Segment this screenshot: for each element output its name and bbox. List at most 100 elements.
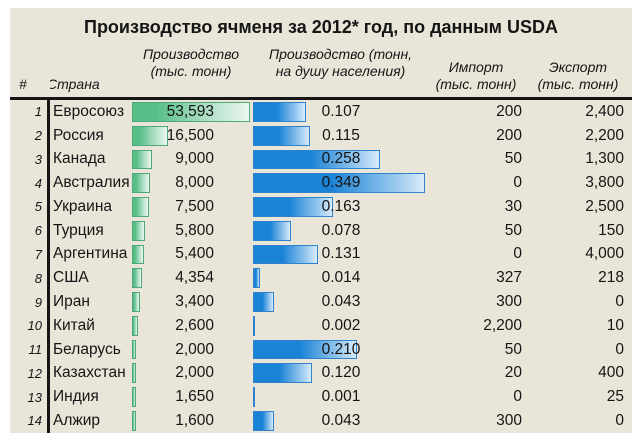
rank-cell: 3 (34, 151, 42, 167)
production-cell: 5,800 (132, 219, 250, 243)
export-cell: 4,000 (585, 245, 624, 263)
production-value: 4,354 (175, 269, 214, 287)
per-capita-cell: 0.131 (253, 243, 428, 267)
rank-cell: 10 (27, 318, 42, 334)
header-import-line2: (тыс. тонн) (435, 75, 517, 92)
per-capita-value: 0.043 (321, 293, 361, 310)
import-cell: 50 (504, 150, 522, 168)
country-cell: Иран (53, 293, 90, 310)
rank-cell: 7 (34, 246, 42, 262)
per-capita-cell: 0.258 (253, 148, 428, 172)
per-capita-value: 0.115 (322, 126, 360, 144)
table-row: 3 Канада 9,000 0.258 50 1,300 (10, 147, 632, 172)
header-production-line1: Производство (143, 46, 239, 62)
production-bar (132, 244, 144, 265)
per-capita-cell: 0.120 (253, 361, 428, 385)
production-bar (132, 220, 145, 241)
import-cell: 300 (496, 411, 522, 429)
header-bottom-rule (10, 97, 632, 100)
header-import: Импорт (тыс. тонн) (428, 59, 524, 93)
import-cell: 50 (504, 340, 522, 358)
export-cell: 0 (615, 340, 624, 358)
import-cell: 30 (504, 197, 522, 215)
rank-cell: 12 (27, 365, 42, 381)
header-country: Страна (50, 75, 100, 92)
per-capita-bar (253, 292, 275, 312)
country-cell: Украина (53, 197, 113, 215)
table-rows: 1 Евросоюз 53,593 0.107 200 2,400 2 Росс… (10, 100, 632, 433)
country-cell: Беларусь (53, 340, 121, 358)
import-cell: 0 (513, 245, 522, 263)
production-cell: 3,400 (132, 290, 250, 314)
production-value: 8,000 (175, 174, 214, 192)
production-cell: 16,500 (132, 124, 250, 148)
per-capita-bar (253, 125, 310, 146)
per-capita-bar (253, 173, 425, 194)
per-capita-bar (253, 339, 357, 360)
per-capita-bar (253, 387, 255, 407)
production-value: 7,500 (175, 197, 214, 215)
rank-cell: 1 (34, 104, 42, 120)
production-cell: 1,650 (132, 385, 250, 409)
per-capita-value: 0.258 (321, 150, 361, 168)
table-row: 7 Аргентина 5,400 0.131 0 4,000 (10, 242, 632, 267)
production-bar (132, 197, 149, 217)
import-cell: 2,200 (483, 316, 522, 334)
country-cell: Евросоюз (53, 102, 125, 120)
production-value: 53,593 (166, 102, 214, 120)
column-divider (47, 337, 50, 362)
production-bar (132, 410, 136, 431)
column-divider (47, 385, 50, 409)
production-cell: 2,600 (132, 314, 250, 338)
per-capita-bar (253, 220, 292, 241)
table-row: 10 Китай 2,600 0.002 2,200 10 (10, 313, 632, 338)
per-capita-value: 0.043 (321, 411, 361, 429)
per-capita-value: 0.131 (321, 245, 361, 263)
production-value: 5,800 (175, 221, 214, 239)
per-capita-bar (253, 410, 275, 431)
rank-cell: 8 (34, 270, 42, 286)
import-cell: 50 (504, 221, 522, 239)
per-capita-cell: 0.349 (253, 171, 428, 195)
header-per-capita-line2: на душу населения) (275, 63, 406, 80)
export-cell: 2,200 (585, 126, 624, 144)
rank-cell: 11 (28, 342, 43, 358)
column-divider (47, 123, 50, 148)
production-value: 9,000 (175, 150, 214, 168)
column-divider (47, 100, 50, 124)
per-capita-value: 0.002 (321, 316, 361, 334)
production-cell: 2,000 (132, 338, 250, 362)
per-capita-value: 0.349 (321, 174, 361, 192)
rank-cell: 14 (27, 413, 42, 429)
production-cell: 1,600 (132, 409, 250, 433)
per-capita-cell: 0.078 (253, 219, 428, 243)
table-row: 8 США 4,354 0.014 327 218 (10, 266, 632, 291)
production-value: 3,400 (175, 293, 214, 310)
table-row: 14 Алжир 1,600 0.043 300 0 (10, 408, 632, 433)
production-bar (132, 125, 169, 146)
column-divider (47, 242, 50, 267)
production-bar (132, 268, 142, 289)
import-cell: 327 (496, 269, 522, 287)
column-divider (47, 408, 50, 433)
per-capita-value: 0.210 (321, 340, 361, 358)
export-cell: 2,400 (585, 102, 624, 120)
table-row: 1 Евросоюз 53,593 0.107 200 2,400 (10, 100, 632, 124)
table-row: 5 Украина 7,500 0.163 30 2,500 (10, 195, 632, 219)
country-cell: Россия (53, 126, 104, 144)
table-row: 11 Беларусь 2,000 0.210 50 0 (10, 337, 632, 362)
rank-cell: 5 (34, 199, 42, 215)
per-capita-bar (253, 149, 381, 170)
table-header-row: # Страна Производство (тыс. тонн) Произв… (10, 46, 632, 97)
per-capita-cell: 0.210 (253, 338, 428, 362)
header-rank: # (19, 75, 27, 92)
production-bar (132, 339, 137, 360)
header-per-capita: Производство (тонн, на душу населения) (253, 46, 428, 93)
header-per-capita-line1: Производство (тонн, (268, 46, 413, 62)
column-divider (47, 218, 50, 243)
table-row: 9 Иран 3,400 0.043 300 0 (10, 290, 632, 314)
per-capita-value: 0.001 (321, 388, 361, 406)
country-cell: Турция (53, 221, 104, 239)
export-cell: 218 (598, 269, 624, 287)
country-cell: Казахстан (53, 364, 126, 382)
